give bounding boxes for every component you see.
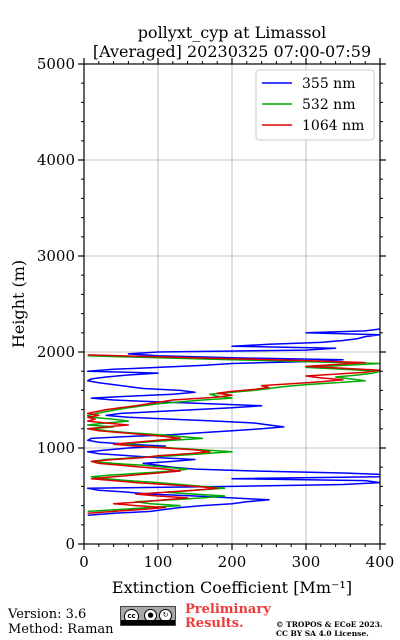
chart-title-line2: [Averaged] 20230325 07:00-07:59 bbox=[93, 42, 371, 61]
version-text: Version: 3.6 bbox=[8, 607, 87, 622]
axis-ticks bbox=[78, 58, 386, 550]
chart-svg: pollyxt_cyp at Limassol [Averaged] 20230… bbox=[9, 23, 395, 597]
license-notice: © TROPOS & ECoE 2023. CC BY SA 4.0 Licen… bbox=[276, 620, 383, 638]
y-tick-label: 5000 bbox=[37, 55, 75, 73]
preliminary-line2: Results. bbox=[185, 616, 244, 631]
x-tick-label: 200 bbox=[218, 553, 247, 571]
series-line-1064-nm bbox=[86, 354, 380, 515]
x-tick-label: 0 bbox=[79, 553, 89, 571]
y-tick-label: 1000 bbox=[37, 439, 75, 457]
preliminary-line1: Preliminary bbox=[185, 602, 271, 617]
method-text: Method: Raman bbox=[8, 622, 114, 637]
x-tick-label: 400 bbox=[366, 553, 395, 571]
legend-box bbox=[255, 69, 375, 141]
preliminary-notice: Preliminary Results. bbox=[185, 603, 271, 631]
legend-label-1064: 1064 nm bbox=[302, 118, 364, 134]
legend: 355 nm 532 nm 1064 nm bbox=[255, 69, 375, 141]
series-layer bbox=[86, 328, 380, 516]
y-tick-label: 4000 bbox=[37, 151, 75, 169]
chart-title-line1: pollyxt_cyp at Limassol bbox=[138, 23, 327, 42]
legend-label-355: 355 nm bbox=[302, 76, 355, 92]
legend-label-532: 532 nm bbox=[302, 97, 355, 113]
x-tick-label: 100 bbox=[144, 553, 173, 571]
y-tick-label: 2000 bbox=[37, 343, 75, 361]
y-tick-label: 0 bbox=[65, 535, 75, 553]
y-axis-label: Height (m) bbox=[9, 260, 28, 348]
x-tick-label: 300 bbox=[292, 553, 321, 571]
license-line1: © TROPOS & ECoE 2023. bbox=[276, 620, 383, 629]
x-axis-label: Extinction Coefficient [Mm⁻¹] bbox=[112, 578, 352, 597]
cc-license-badge: cc ● ↻ bbox=[120, 606, 176, 626]
cc-badge-strip bbox=[121, 620, 175, 625]
license-line2: CC BY SA 4.0 License. bbox=[276, 629, 369, 638]
y-tick-label: 3000 bbox=[37, 247, 75, 265]
series-line-355-nm bbox=[86, 328, 380, 516]
